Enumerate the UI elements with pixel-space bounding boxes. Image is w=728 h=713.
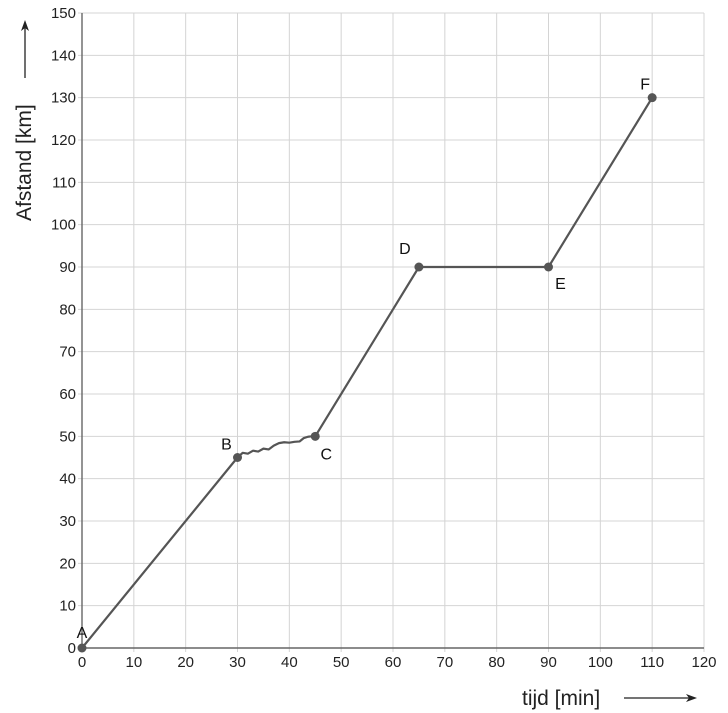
point-e [544, 262, 553, 272]
point-f [647, 93, 657, 103]
point-label-a: A [77, 625, 88, 642]
point-a [77, 643, 87, 653]
y-tick-label: 100 [51, 217, 76, 234]
y-tick-label: 30 [59, 513, 76, 530]
x-tick-label: 120 [691, 654, 716, 671]
y-tick-label: 120 [51, 132, 76, 149]
y-tick-label: 60 [59, 386, 76, 403]
axis-arrows [21, 20, 697, 702]
y-tick-label: 140 [51, 47, 76, 64]
x-tick-label: 90 [540, 654, 557, 671]
x-tick-label: 70 [436, 654, 453, 671]
y-axis-arrow-head [21, 20, 29, 31]
y-tick-label: 40 [59, 471, 76, 488]
data-points: A B C D E F [77, 77, 657, 653]
point-d [414, 262, 424, 272]
y-tick-label: 10 [59, 598, 76, 615]
point-label-f: F [640, 77, 650, 94]
x-tick-label: 20 [177, 654, 194, 671]
point-b [233, 453, 242, 462]
point-label-e: E [555, 276, 566, 293]
x-tick-label: 80 [488, 654, 505, 671]
x-tick-label: 10 [125, 654, 142, 671]
y-tick-label: 90 [59, 259, 76, 276]
y-tick-label: 110 [52, 174, 76, 191]
series [81, 97, 654, 649]
grid [78, 12, 705, 652]
y-tick-label: 0 [68, 640, 76, 657]
tick-labels: 0 10 20 30 40 50 60 70 80 90 100 110 120 0 10 20 30 40 50 6… [51, 5, 717, 671]
x-axis-label: tijd [min] [522, 687, 600, 710]
x-tick-label: 100 [588, 654, 613, 671]
y-tick-label: 20 [59, 555, 76, 572]
y-tick-label: 70 [59, 344, 76, 361]
y-tick-label: 50 [59, 428, 76, 445]
point-label-c: C [320, 446, 332, 463]
x-tick-label: 50 [333, 654, 350, 671]
x-tick-label: 30 [229, 654, 246, 671]
x-tick-label: 110 [640, 654, 664, 671]
axes [81, 13, 704, 649]
y-tick-label: 80 [59, 301, 76, 318]
y-tick-label: 150 [51, 5, 76, 22]
series-line [81, 97, 654, 649]
y-tick-label: 130 [51, 90, 76, 107]
x-axis-arrow-head [686, 694, 697, 702]
x-tick-label: 0 [78, 654, 86, 671]
x-tick-label: 40 [281, 654, 298, 671]
x-tick-label: 60 [385, 654, 402, 671]
point-label-b: B [221, 437, 232, 454]
point-label-d: D [399, 241, 411, 258]
y-axis-label: Afstand [km] [13, 104, 36, 221]
point-c [310, 431, 320, 441]
